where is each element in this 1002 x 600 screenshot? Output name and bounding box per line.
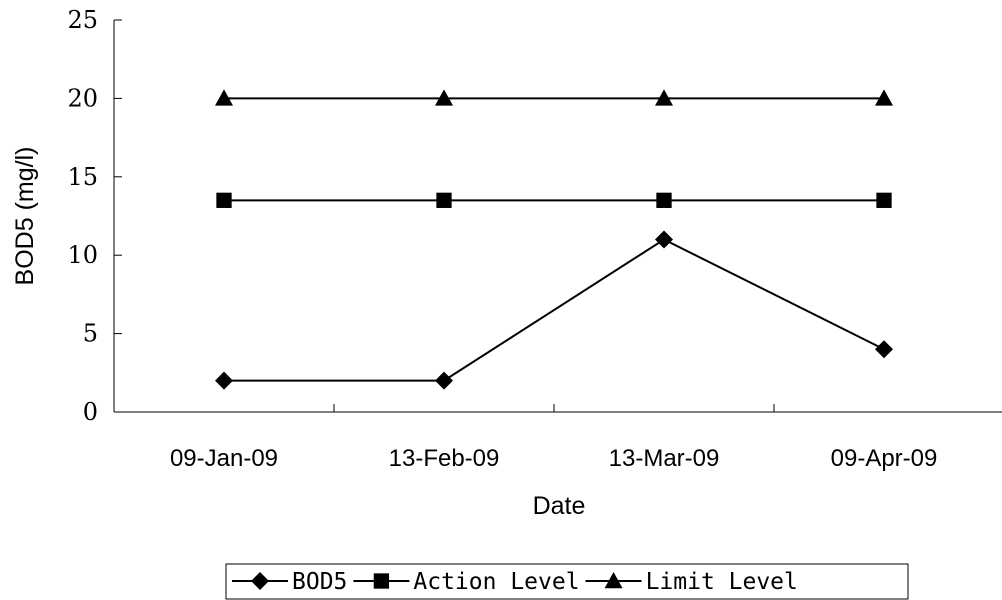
data-point-limit-level bbox=[435, 89, 453, 106]
data-point-bod5 bbox=[655, 230, 673, 249]
x-tick-label: 09-Jan-09 bbox=[170, 445, 278, 472]
x-tick-label: 13-Mar-09 bbox=[609, 445, 720, 472]
y-tick-label: 0 bbox=[83, 398, 98, 426]
series-line-bod5 bbox=[224, 238, 885, 382]
data-point-bod5 bbox=[215, 371, 233, 390]
y-axis-title: BOD5 (mg/l) bbox=[11, 147, 39, 286]
legend-items: BOD5 Action Level Limit Level bbox=[232, 569, 798, 595]
data-point-action-level bbox=[216, 192, 232, 208]
legend-marker-limit-level bbox=[604, 572, 623, 589]
y-tick-label: 10 bbox=[67, 241, 98, 269]
y-tick-label: 15 bbox=[67, 163, 98, 191]
x-ticks: 09-Jan-09 13-Feb-09 13-Mar-09 09-Apr-09 bbox=[170, 404, 937, 472]
data-point-bod5 bbox=[875, 340, 893, 359]
data-point-limit-level bbox=[215, 89, 233, 106]
x-tick-label: 13-Feb-09 bbox=[389, 445, 500, 472]
y-tick-label: 5 bbox=[83, 320, 98, 348]
legend: BOD5 Action Level Limit Level bbox=[225, 563, 909, 600]
legend-label-bod5: BOD5 bbox=[292, 569, 347, 595]
legend-marker-bod5 bbox=[251, 572, 269, 590]
y-ticks: 0 5 10 15 20 25 bbox=[67, 6, 122, 426]
data-point-action-level bbox=[876, 192, 892, 208]
legend-marker-action-level bbox=[373, 573, 390, 589]
series-layer bbox=[215, 89, 893, 390]
data-point-bod5 bbox=[435, 371, 453, 390]
x-axis-title: Date bbox=[533, 492, 586, 520]
data-point-limit-level bbox=[875, 89, 893, 106]
axes bbox=[113, 20, 1002, 413]
data-point-action-level bbox=[656, 192, 672, 208]
y-tick-label: 20 bbox=[67, 84, 98, 112]
legend-label-limit-level: Limit Level bbox=[646, 569, 798, 595]
y-tick-label: 25 bbox=[67, 6, 98, 34]
data-point-limit-level bbox=[655, 89, 673, 106]
legend-box bbox=[225, 563, 909, 600]
x-tick-label: 09-Apr-09 bbox=[831, 445, 938, 472]
legend-label-action-level: Action Level bbox=[413, 569, 579, 595]
data-point-action-level bbox=[436, 192, 452, 208]
